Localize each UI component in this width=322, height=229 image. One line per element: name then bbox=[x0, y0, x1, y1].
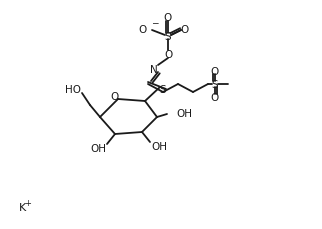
Text: O: O bbox=[111, 92, 119, 101]
Text: HO: HO bbox=[65, 85, 81, 95]
Text: −: − bbox=[151, 18, 158, 27]
Text: K: K bbox=[18, 202, 26, 212]
Text: S: S bbox=[160, 85, 166, 95]
Text: O: O bbox=[165, 50, 173, 60]
Text: S: S bbox=[165, 32, 171, 42]
Text: OH: OH bbox=[176, 109, 192, 118]
Text: O: O bbox=[181, 25, 189, 35]
Text: OH: OH bbox=[90, 143, 106, 153]
Text: OH: OH bbox=[151, 141, 167, 151]
Text: N: N bbox=[150, 65, 158, 75]
Text: O: O bbox=[139, 25, 147, 35]
Text: +: + bbox=[24, 199, 32, 208]
Text: O: O bbox=[211, 93, 219, 103]
Text: O: O bbox=[164, 13, 172, 23]
Text: S: S bbox=[212, 80, 218, 90]
Text: O: O bbox=[211, 67, 219, 77]
